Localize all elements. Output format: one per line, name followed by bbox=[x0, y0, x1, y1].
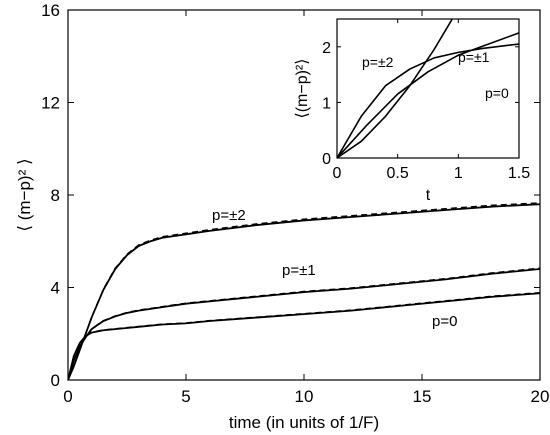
main-y-tick-label: 12 bbox=[41, 94, 60, 113]
main-curve-label-ppm2: p=±2 bbox=[212, 207, 246, 224]
inset-curve-label-ppm1: p=±1 bbox=[458, 49, 490, 65]
main-y-tick-label: 8 bbox=[51, 186, 60, 205]
main-y-axis-label: ⟨ (m−p)² ⟩ bbox=[15, 158, 34, 231]
inset-series-line-ppm1 bbox=[337, 32, 519, 158]
main-y-tick-label: 16 bbox=[41, 1, 60, 20]
inset-x-tick-label: 1 bbox=[454, 165, 463, 182]
main-curve-label-ppm1: p=±1 bbox=[282, 262, 316, 279]
main-x-axis-label: time (in units of 1/F) bbox=[229, 413, 379, 432]
inset-x-tick-label: 1.5 bbox=[508, 165, 530, 182]
main-y-tick-label: 0 bbox=[51, 371, 60, 390]
main-x-tick-label: 10 bbox=[295, 387, 314, 406]
main-x-tick-label: 20 bbox=[531, 387, 550, 406]
inset-y-axis-label: ⟨(m−p)²⟩ bbox=[294, 58, 311, 118]
inset-y-tick-label: 1 bbox=[322, 95, 331, 112]
main-y-tick-label: 4 bbox=[51, 279, 60, 298]
inset-curve-label-p0: p=0 bbox=[485, 85, 509, 101]
main-series-dashed-ppm1 bbox=[68, 267, 540, 380]
inset-y-tick-label: 2 bbox=[322, 40, 331, 57]
main-x-tick-label: 15 bbox=[413, 387, 432, 406]
inset-curve-label-ppm2: p=±2 bbox=[362, 54, 394, 70]
main-x-tick-label: 5 bbox=[181, 387, 190, 406]
inset-chart: 0 0.5 1 1.5 0 1 2 t ⟨(m−p)²⟩ p=±2 p=±1 p=0 bbox=[294, 18, 530, 204]
inset-series-line-ppm2 bbox=[337, 19, 453, 158]
inset-x-tick-label: 0 bbox=[333, 165, 342, 182]
main-series-dashed-ppm2 bbox=[68, 202, 540, 380]
main-curve-label-p0: p=0 bbox=[432, 313, 457, 330]
inset-series-line-p0 bbox=[337, 43, 519, 158]
main-series-dashed-p0 bbox=[68, 291, 540, 380]
main-x-tick-label: 0 bbox=[63, 387, 72, 406]
inset-x-axis-label: t bbox=[426, 187, 431, 204]
inset-y-tick-label: 0 bbox=[322, 151, 331, 168]
inset-x-tick-label: 0.5 bbox=[387, 165, 409, 182]
